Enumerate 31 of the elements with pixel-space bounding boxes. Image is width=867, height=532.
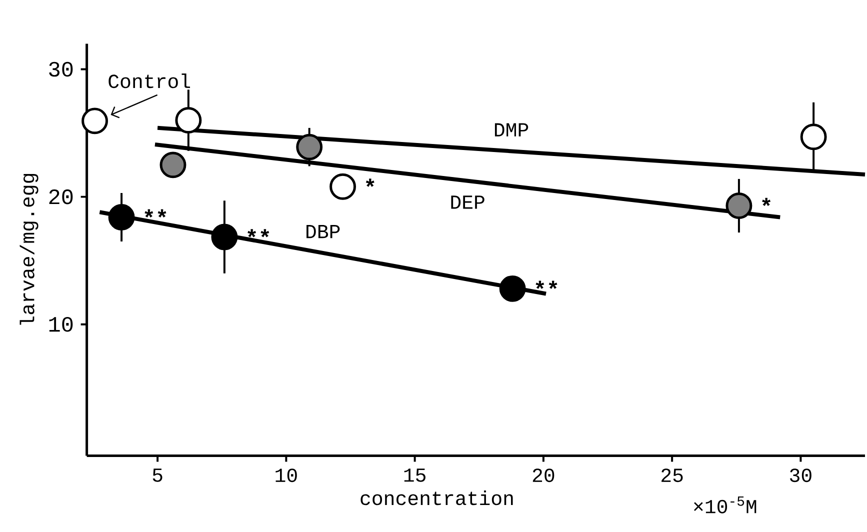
series-label: DEP	[451, 196, 484, 209]
annotation: *	[762, 198, 771, 206]
x-tick-label: 5	[152, 468, 162, 482]
point	[108, 204, 135, 231]
x-tick-label: 10	[276, 468, 297, 482]
x-tick-label: 20	[532, 468, 554, 482]
y-tick-label: 10	[49, 317, 73, 332]
point	[726, 192, 752, 220]
y-tick-label: 20	[49, 189, 73, 204]
x-tick-label: 30	[790, 468, 812, 482]
annotation: **	[144, 209, 166, 218]
x-tick-label: 15	[404, 468, 426, 482]
annotation: **	[536, 280, 558, 289]
x-tick-label: 25	[662, 468, 683, 482]
annotation: *	[366, 178, 374, 187]
text: ×10$^{-5}$M	[694, 496, 756, 514]
y-tick-label: 30	[49, 62, 73, 77]
point	[82, 108, 108, 134]
point	[499, 276, 526, 302]
point	[800, 124, 827, 150]
point	[330, 173, 356, 200]
point	[211, 224, 238, 250]
annotation: **	[248, 229, 270, 238]
series-label: DBP	[306, 225, 340, 238]
y-axis-title: larvae/mg.egg	[20, 174, 38, 325]
x-axis-title: concentration	[360, 490, 513, 506]
series-label: DMP	[494, 123, 528, 137]
annotation: Control	[108, 74, 190, 88]
point	[175, 107, 202, 134]
point	[160, 152, 186, 178]
point	[296, 134, 323, 160]
